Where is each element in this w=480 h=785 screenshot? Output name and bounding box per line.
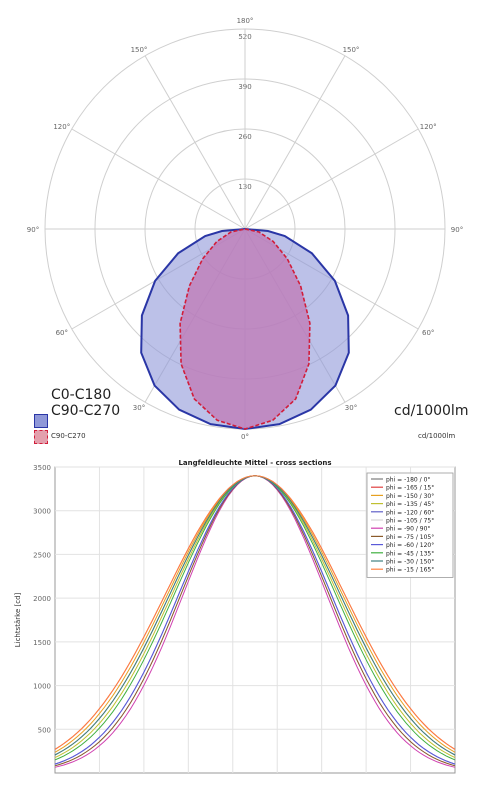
y-tick-label: 2500: [33, 551, 51, 559]
unit-small-text: cd/1000lm: [418, 432, 456, 440]
legend-label: phi = -150 / 30°: [386, 493, 434, 500]
legend-label: phi = -45 / 135°: [386, 550, 434, 557]
polar-angle-label: 90°: [451, 226, 463, 234]
legend-label: phi = -120 / 60°: [386, 509, 434, 516]
legend-label: phi = -135 / 45°: [386, 501, 434, 508]
polar-angle-label: 60°: [56, 329, 68, 337]
polar-angle-label: 150°: [343, 46, 360, 54]
y-tick-label: 3000: [33, 508, 51, 516]
polar-angle-label: 0°: [241, 433, 249, 441]
y-tick-label: 1500: [33, 639, 51, 647]
polar-angle-label: 150°: [131, 46, 148, 54]
c0-series-label: C0-C180: [51, 387, 112, 403]
y-tick-label: 2000: [33, 595, 51, 603]
legend-label: phi = -60 / 120°: [386, 542, 434, 549]
legend-label: phi = -180 / 0°: [386, 477, 430, 484]
polar-angle-label: 120°: [420, 123, 437, 131]
y-axis-label: Lichtstärke [cd]: [14, 592, 22, 647]
legend-label: phi = -165 / 15°: [386, 485, 434, 492]
chart-title: Langfeldleuchte Mittel - cross sections: [178, 459, 331, 467]
legend-label: phi = -75 / 105°: [386, 534, 434, 541]
y-tick-label: 1000: [33, 683, 51, 691]
legend-label: phi = -30 / 150°: [386, 559, 434, 566]
polar-chart: 130260390520180°150°150°120°120°90°90°60…: [27, 17, 463, 441]
polar-angle-label: 30°: [345, 404, 357, 412]
polar-angle-label: 30°: [133, 404, 145, 412]
legend-box: [366, 472, 454, 578]
legend-label: phi = -105 / 75°: [386, 518, 434, 525]
legend-label: phi = -90 / 90°: [386, 526, 430, 533]
polar-angle-label: 90°: [27, 226, 39, 234]
c0-legend-swatch: [34, 414, 48, 428]
c90-series-label: C90-C270: [51, 403, 121, 419]
cross-sections-chart: 500 1000 1500 2000 2500 3000 3500 Langfeldleuch…: [14, 459, 456, 774]
y-tick-label: 3500: [33, 464, 51, 472]
series-line: [54, 475, 456, 750]
polar-spoke: [144, 55, 246, 230]
c90-legend-small-text: C90-C270: [51, 432, 86, 440]
polar-spoke: [71, 128, 246, 230]
polar-angle-label: 120°: [53, 123, 70, 131]
polar-angle-label: 180°: [237, 17, 254, 25]
polar-spoke: [244, 128, 419, 230]
y-tick-label: 500: [38, 726, 51, 734]
polar-angle-label: 60°: [422, 329, 434, 337]
c90-c270-lobe: [179, 228, 311, 430]
c90-legend-swatch: [34, 430, 48, 444]
legend-label: phi = -15 / 165°: [386, 567, 434, 574]
polar-spoke: [244, 55, 346, 230]
unit-label: cd/1000lm: [394, 403, 469, 419]
